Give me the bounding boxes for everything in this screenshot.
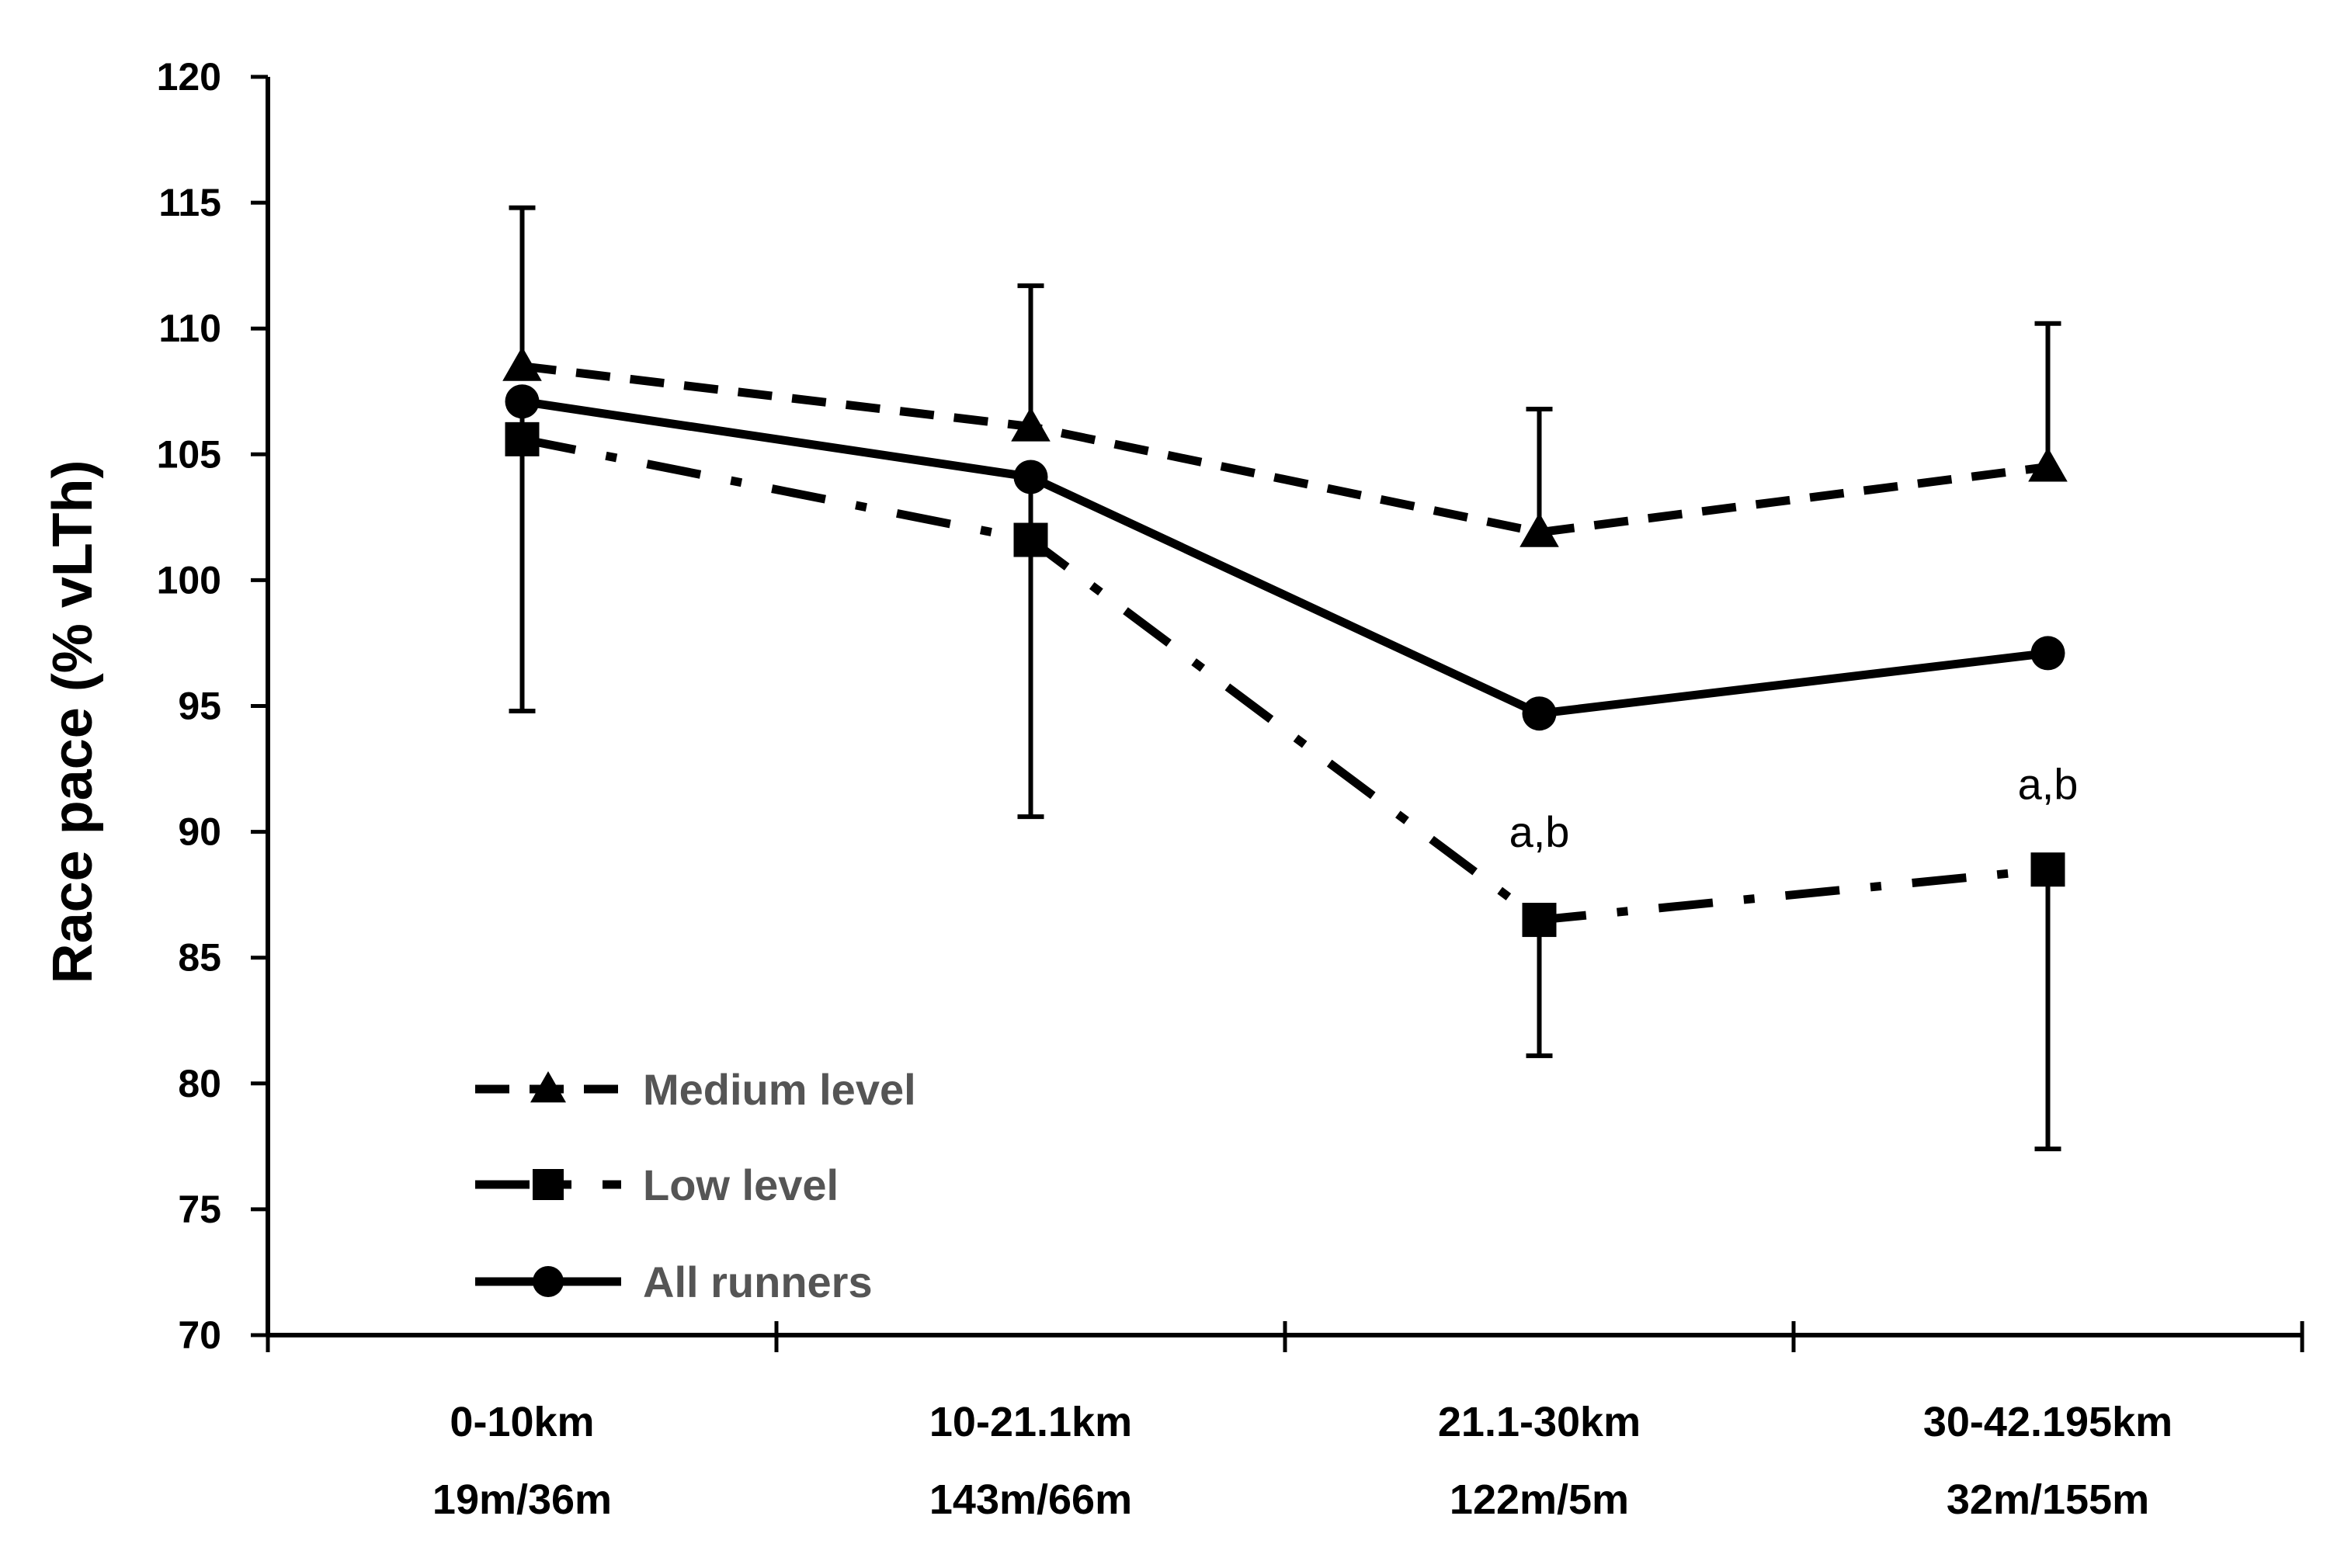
low-level-point	[1013, 522, 1048, 557]
medium-level-point	[502, 346, 542, 381]
y-tick-label: 95	[178, 685, 221, 728]
y-tick-label: 120	[157, 55, 221, 99]
x-tick-label: 21.1-30km	[1438, 1399, 1641, 1445]
y-tick-label: 100	[157, 558, 221, 602]
significance-annotation: a,b	[1509, 807, 1570, 856]
series-layer: a,b a,b	[502, 205, 2079, 1152]
x-tick-label-sub: 32m/155m	[1947, 1476, 2149, 1523]
legend-medium-level-marker	[530, 1071, 566, 1103]
x-tick-label: 10-21.1km	[929, 1399, 1132, 1445]
y-tick-label: 75	[178, 1188, 221, 1231]
legend-low-level-label: Low level	[643, 1160, 839, 1209]
y-tick-label: 115	[158, 181, 221, 224]
all-runners-point	[2030, 636, 2065, 671]
legend-all-runners-marker	[533, 1266, 564, 1297]
medium-level-line	[521, 362, 2049, 537]
y-tick-label: 80	[178, 1062, 221, 1105]
significance-annotation: a,b	[2018, 759, 2079, 808]
all-runners-line	[521, 397, 2049, 718]
y-axis-label: Race pace (% vLTh)	[42, 460, 104, 984]
y-tick-label: 85	[178, 936, 221, 980]
y-tick-label: 105	[157, 432, 221, 476]
low-level-line	[521, 435, 2049, 924]
y-tick-label: 70	[178, 1313, 221, 1357]
x-tick-label: 0-10km	[450, 1399, 594, 1445]
x-tick-label: 30-42.195km	[1923, 1399, 2172, 1445]
x-tick-label-sub: 143m/66m	[929, 1476, 1132, 1523]
low-level-point	[1522, 903, 1557, 938]
y-tick-label: 110	[158, 307, 221, 350]
y-tick-label: 90	[178, 810, 221, 854]
legend-low-level-marker	[533, 1169, 564, 1200]
all-runners-point	[1522, 696, 1557, 731]
low-level-point	[505, 421, 540, 456]
all-runners-point	[505, 384, 540, 419]
medium-level-point	[2028, 447, 2068, 482]
legend: Medium level Low level All runners	[475, 1065, 916, 1306]
all-runners-point	[1013, 460, 1048, 494]
legend-all-runners-label: All runners	[643, 1258, 873, 1306]
medium-level-point	[1519, 512, 1559, 547]
low-level-point	[2030, 852, 2065, 887]
legend-medium-level-label: Medium level	[643, 1065, 916, 1114]
axes: 70 75 80 85 90 95 100 105 110 115 120 0-10km 19m/36m…	[157, 55, 2304, 1523]
x-tick-label-sub: 122m/5m	[1450, 1476, 1629, 1523]
medium-level-point	[1011, 407, 1051, 442]
x-tick-label-sub: 19m/36m	[432, 1476, 612, 1523]
